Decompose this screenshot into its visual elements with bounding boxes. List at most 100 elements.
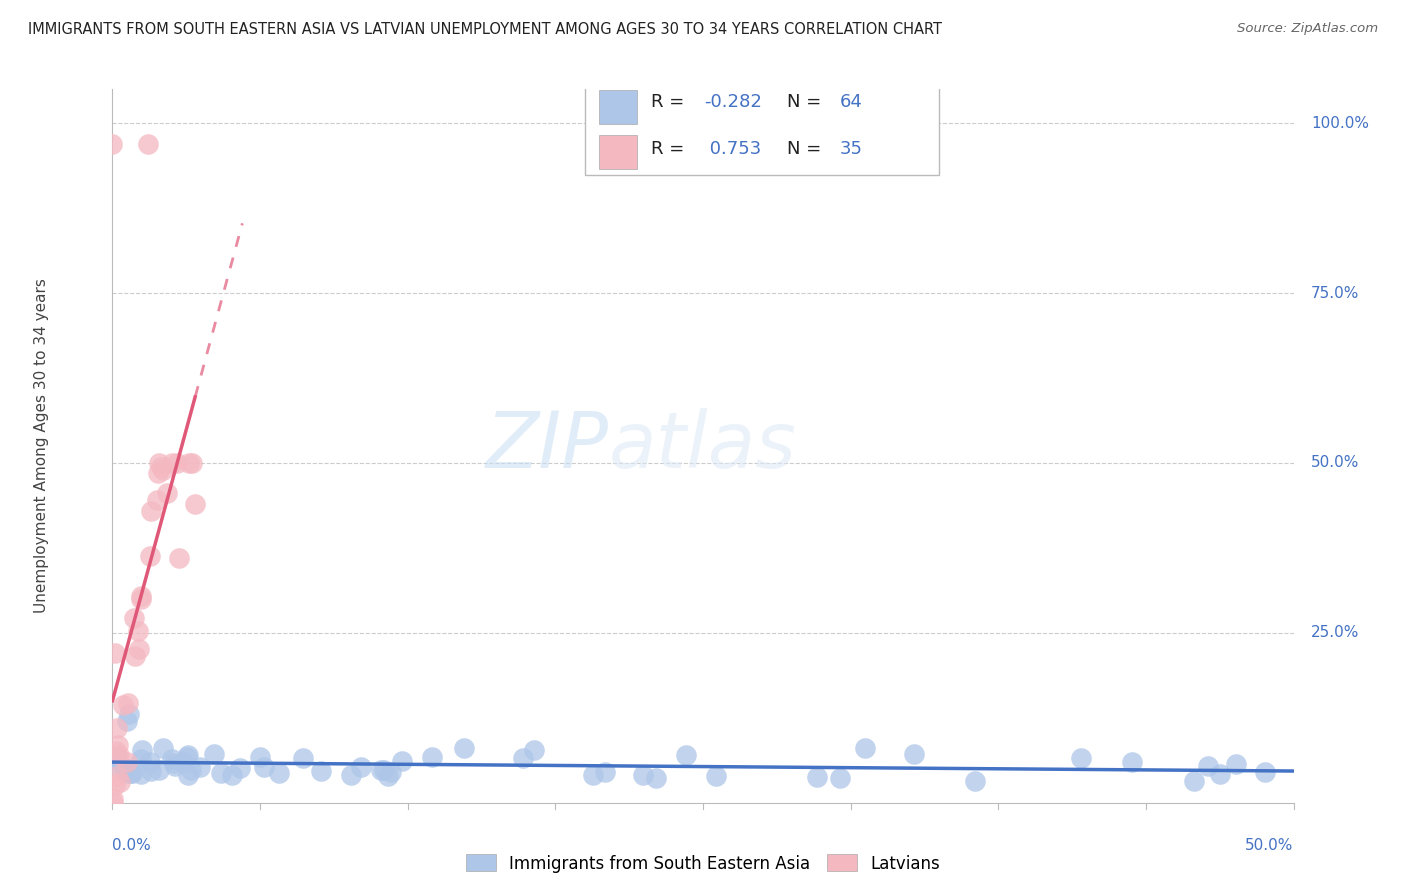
Point <box>131 743 153 757</box>
Point <box>160 752 183 766</box>
Point <box>121 766 143 780</box>
Point <box>370 763 392 777</box>
Point <box>115 766 138 780</box>
Point <box>645 771 668 785</box>
Point <box>141 764 163 778</box>
Point <box>675 748 697 763</box>
Text: N =: N = <box>787 94 821 112</box>
Point <box>1070 750 1092 764</box>
Point <box>115 755 138 769</box>
Point <box>107 738 129 752</box>
Bar <box>599 89 637 124</box>
Point <box>512 750 534 764</box>
Point <box>160 456 183 470</box>
Point <box>136 136 159 151</box>
Bar <box>599 135 637 169</box>
Point <box>104 744 127 758</box>
Text: R =: R = <box>651 140 685 158</box>
Point <box>631 767 654 781</box>
Point <box>453 741 475 756</box>
Point <box>120 765 142 780</box>
Point <box>180 764 202 778</box>
Point <box>184 497 207 511</box>
Point <box>101 796 124 810</box>
Point <box>339 768 361 782</box>
Text: atlas: atlas <box>609 408 796 484</box>
Point <box>152 741 174 756</box>
Text: 50.0%: 50.0% <box>1312 456 1360 470</box>
Point <box>221 768 243 782</box>
Point <box>146 466 169 480</box>
Text: 35: 35 <box>839 140 863 158</box>
Point <box>124 648 146 663</box>
Point <box>105 757 128 772</box>
Text: 100.0%: 100.0% <box>1312 116 1369 131</box>
Text: 0.0%: 0.0% <box>112 838 152 854</box>
Point <box>420 750 443 764</box>
Point <box>152 463 174 477</box>
Point <box>202 747 225 762</box>
Point <box>108 775 131 789</box>
Point <box>105 721 128 735</box>
Point <box>139 755 162 769</box>
Point <box>172 756 194 770</box>
Point <box>249 750 271 764</box>
Point <box>115 714 138 729</box>
Point <box>122 611 145 625</box>
FancyBboxPatch shape <box>585 82 939 175</box>
Point <box>228 760 250 774</box>
Point <box>150 459 173 474</box>
Point <box>188 760 211 774</box>
Point <box>101 791 124 805</box>
Text: 64: 64 <box>839 94 863 112</box>
Point <box>523 743 546 757</box>
Point <box>209 766 232 780</box>
Point <box>582 768 605 782</box>
Point <box>148 763 170 777</box>
Point <box>253 760 276 774</box>
Point <box>963 773 986 788</box>
Point <box>139 549 162 564</box>
Point <box>166 456 188 470</box>
Point <box>377 769 399 783</box>
Legend: Immigrants from South Eastern Asia, Latvians: Immigrants from South Eastern Asia, Latv… <box>460 847 946 880</box>
Point <box>103 752 125 766</box>
Point <box>292 751 315 765</box>
Point <box>112 698 135 713</box>
Text: Unemployment Among Ages 30 to 34 years: Unemployment Among Ages 30 to 34 years <box>34 278 49 614</box>
Point <box>165 758 187 772</box>
Point <box>853 741 876 756</box>
Point <box>156 485 179 500</box>
Point <box>350 760 373 774</box>
Text: 25.0%: 25.0% <box>1312 625 1360 640</box>
Text: 75.0%: 75.0% <box>1312 285 1360 301</box>
Point <box>373 763 395 777</box>
Text: IMMIGRANTS FROM SOUTH EASTERN ASIA VS LATVIAN UNEMPLOYMENT AMONG AGES 30 TO 34 Y: IMMIGRANTS FROM SOUTH EASTERN ASIA VS LA… <box>28 22 942 37</box>
Point <box>128 642 150 657</box>
Text: 50.0%: 50.0% <box>1246 838 1294 854</box>
Point <box>167 551 190 566</box>
Point <box>267 766 290 780</box>
Point <box>391 754 413 768</box>
Point <box>104 778 127 792</box>
Point <box>127 624 149 638</box>
Point <box>311 764 333 779</box>
Point <box>380 764 402 779</box>
Point <box>104 646 127 660</box>
Point <box>101 136 124 151</box>
Point <box>593 764 616 779</box>
Point <box>1197 759 1219 773</box>
Point <box>177 456 200 470</box>
Point <box>108 747 131 762</box>
Text: N =: N = <box>787 140 821 158</box>
Point <box>129 751 152 765</box>
Point <box>129 766 152 780</box>
Point <box>146 492 169 507</box>
Point <box>177 748 200 763</box>
Text: ZIP: ZIP <box>485 408 609 484</box>
Point <box>176 750 198 764</box>
Point <box>1208 767 1230 781</box>
Point <box>148 456 170 470</box>
Point <box>1182 774 1205 789</box>
Point <box>118 762 141 776</box>
